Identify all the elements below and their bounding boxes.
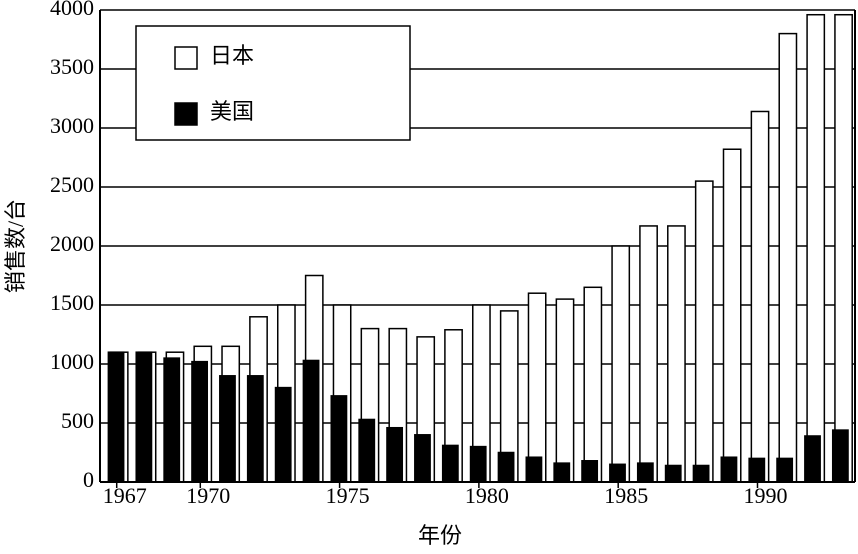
- bar: [639, 225, 658, 483]
- y-axis-label: 销售数/台: [3, 199, 28, 293]
- bar: [107, 351, 125, 483]
- bar: [609, 463, 626, 483]
- bar: [667, 225, 686, 483]
- bar: [555, 298, 575, 483]
- bar: [611, 245, 631, 483]
- x-tick-label: 1975: [326, 483, 370, 508]
- bar: [694, 180, 714, 483]
- bar: [831, 429, 849, 483]
- bar: [191, 360, 209, 483]
- bar: [386, 426, 404, 483]
- bar: [163, 357, 181, 483]
- y-tick-label: 500: [61, 408, 94, 433]
- x-tick-label: 1967: [103, 483, 147, 508]
- x-tick-label: 1980: [465, 483, 509, 508]
- bar: [553, 462, 571, 483]
- bar: [246, 375, 264, 483]
- x-tick-label: 1985: [604, 483, 648, 508]
- bar: [776, 457, 794, 483]
- bar: [414, 434, 431, 483]
- bar: [358, 418, 376, 483]
- bar: [525, 456, 543, 483]
- y-tick-label: 3000: [50, 113, 94, 138]
- bar: [302, 359, 320, 483]
- y-tick-label: 2500: [50, 172, 94, 197]
- legend-swatch: [174, 46, 198, 70]
- bar: [692, 464, 710, 483]
- x-axis-label: 年份: [418, 523, 462, 548]
- bar: [664, 464, 682, 483]
- y-tick-label: 2000: [50, 231, 94, 256]
- bar: [441, 444, 459, 483]
- bar: [274, 386, 292, 483]
- x-tick-label: 1990: [743, 483, 787, 508]
- bar: [497, 451, 515, 483]
- y-tick-label: 0: [83, 467, 94, 492]
- bar: [722, 148, 742, 483]
- bar: [581, 460, 599, 483]
- bar: [330, 395, 348, 483]
- bar: [219, 375, 236, 483]
- legend-label: 美国: [210, 99, 254, 124]
- y-tick-label: 1000: [50, 349, 94, 374]
- bar: [834, 13, 853, 483]
- y-tick-label: 3500: [50, 54, 94, 79]
- y-tick-label: 4000: [50, 0, 94, 20]
- legend-swatch: [174, 102, 198, 126]
- bar: [804, 435, 821, 483]
- legend-label: 日本: [210, 43, 254, 68]
- bar: [806, 13, 826, 483]
- bar: [583, 286, 603, 483]
- bar: [748, 457, 766, 483]
- bar: [720, 456, 738, 483]
- bar: [469, 445, 487, 483]
- bar: [636, 462, 654, 483]
- x-tick-label: 1970: [186, 483, 230, 508]
- bar: [778, 32, 798, 483]
- bar: [527, 292, 547, 483]
- y-tick-label: 1500: [50, 290, 94, 315]
- bar: [750, 110, 770, 483]
- bar: [135, 351, 153, 483]
